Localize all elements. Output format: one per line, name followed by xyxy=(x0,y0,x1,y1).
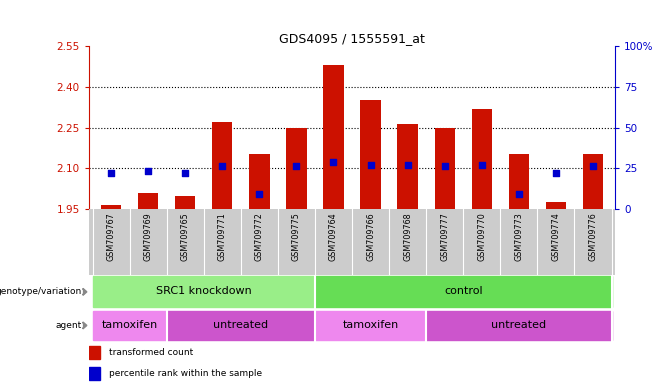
Text: GSM709777: GSM709777 xyxy=(440,212,449,261)
Text: transformed count: transformed count xyxy=(109,348,193,357)
Text: GSM709773: GSM709773 xyxy=(515,212,523,261)
Text: untreated: untreated xyxy=(213,320,268,330)
Text: GSM709766: GSM709766 xyxy=(366,212,375,260)
Text: GSM709772: GSM709772 xyxy=(255,212,264,261)
Bar xyxy=(323,65,343,209)
Point xyxy=(180,169,190,175)
Bar xyxy=(545,202,566,209)
Text: untreated: untreated xyxy=(492,320,546,330)
Point xyxy=(403,162,413,168)
Point xyxy=(476,162,487,168)
Bar xyxy=(397,124,418,209)
Bar xyxy=(175,196,195,209)
Bar xyxy=(286,127,307,209)
Title: GDS4095 / 1555591_at: GDS4095 / 1555591_at xyxy=(279,32,425,45)
Point xyxy=(254,191,265,197)
Point xyxy=(365,162,376,168)
Bar xyxy=(138,193,159,209)
Bar xyxy=(93,276,315,307)
Text: GSM709776: GSM709776 xyxy=(588,212,597,261)
Text: GSM709765: GSM709765 xyxy=(181,212,190,261)
Bar xyxy=(101,205,121,209)
Point xyxy=(551,169,561,175)
Text: tamoxifen: tamoxifen xyxy=(342,320,399,330)
Text: GSM709775: GSM709775 xyxy=(292,212,301,261)
Text: GSM709767: GSM709767 xyxy=(107,212,116,261)
Bar xyxy=(509,154,529,209)
Text: GSM709764: GSM709764 xyxy=(329,212,338,260)
Point xyxy=(143,167,153,174)
Bar xyxy=(249,154,270,209)
Bar xyxy=(89,346,101,359)
Text: GSM709774: GSM709774 xyxy=(551,212,561,261)
Text: tamoxifen: tamoxifen xyxy=(101,320,158,330)
Bar xyxy=(93,311,166,340)
Text: agent: agent xyxy=(56,321,82,330)
Bar xyxy=(361,101,381,209)
Bar xyxy=(89,367,101,380)
Text: genotype/variation: genotype/variation xyxy=(0,287,82,296)
Point xyxy=(440,163,450,169)
Point xyxy=(514,191,524,197)
Bar xyxy=(426,311,611,340)
Text: GSM709769: GSM709769 xyxy=(143,212,153,261)
Text: GSM709768: GSM709768 xyxy=(403,212,412,260)
Bar xyxy=(434,127,455,209)
Text: GSM709771: GSM709771 xyxy=(218,212,227,261)
Text: GSM709770: GSM709770 xyxy=(477,212,486,261)
Point xyxy=(291,163,301,169)
Point xyxy=(106,169,116,175)
Point xyxy=(328,159,339,166)
Bar xyxy=(315,276,611,307)
Text: control: control xyxy=(444,286,482,296)
Bar xyxy=(212,122,232,209)
Bar xyxy=(166,311,315,340)
Text: percentile rank within the sample: percentile rank within the sample xyxy=(109,369,262,378)
Point xyxy=(217,163,228,169)
Bar xyxy=(472,109,492,209)
Bar xyxy=(315,311,426,340)
Text: SRC1 knockdown: SRC1 knockdown xyxy=(156,286,251,296)
Point xyxy=(588,163,598,169)
Bar xyxy=(583,154,603,209)
